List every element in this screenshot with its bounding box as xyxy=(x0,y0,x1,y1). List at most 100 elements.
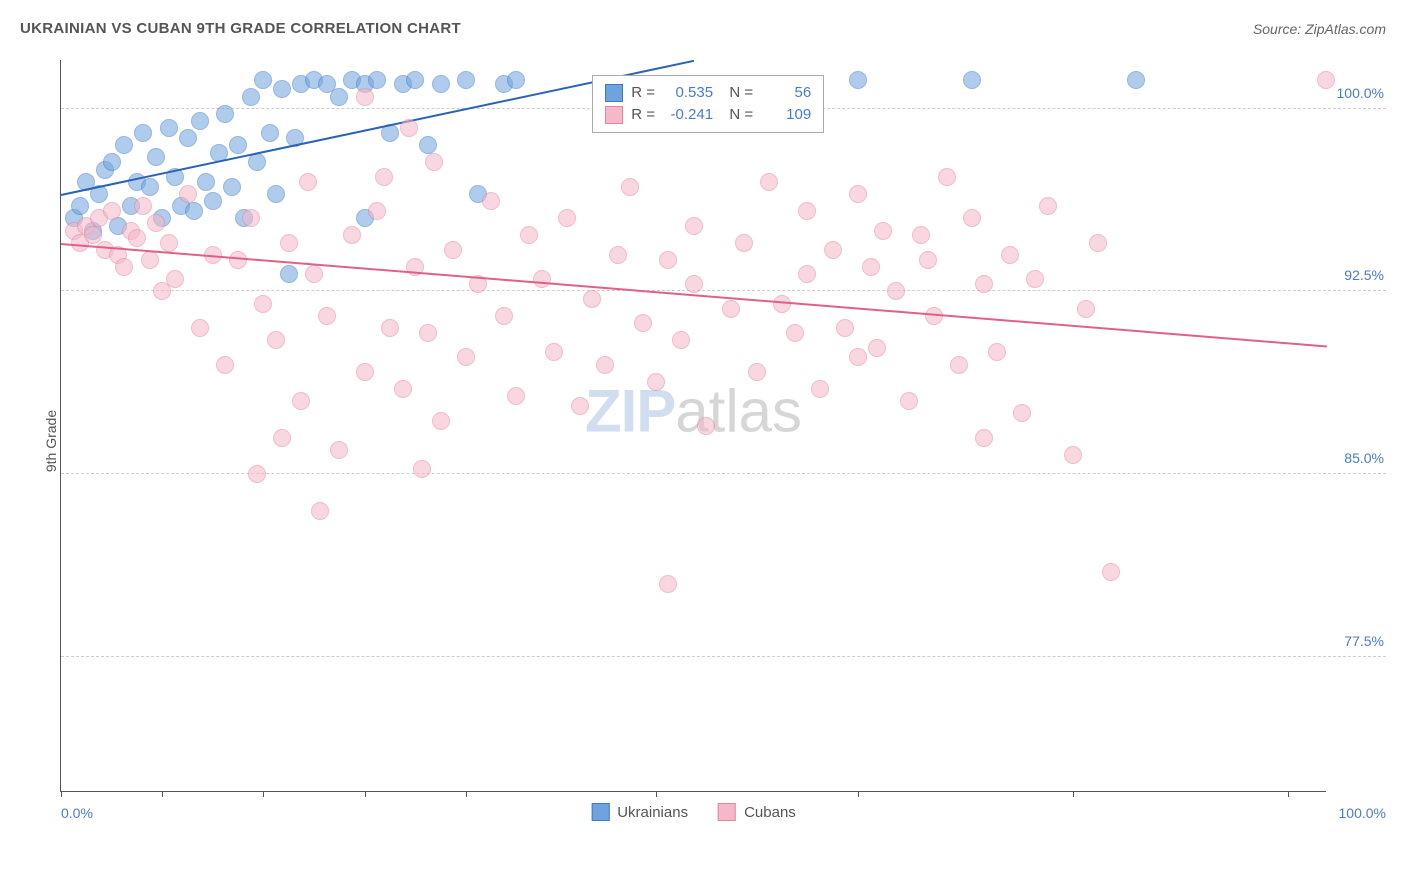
scatter-point xyxy=(988,343,1006,361)
plot-area: ZIPatlas 100.0%92.5%85.0%77.5%0.0%100.0%… xyxy=(60,60,1326,792)
y-tick-label: 85.0% xyxy=(1344,450,1384,466)
scatter-point xyxy=(824,241,842,259)
stats-legend-row: R =-0.241 N =109 xyxy=(605,104,811,126)
scatter-point xyxy=(748,363,766,381)
scatter-point xyxy=(343,226,361,244)
scatter-point xyxy=(583,290,601,308)
legend-swatch xyxy=(591,803,609,821)
scatter-point xyxy=(356,363,374,381)
scatter-point xyxy=(659,575,677,593)
scatter-point xyxy=(647,373,665,391)
scatter-point xyxy=(1089,234,1107,252)
legend-r-label: R = xyxy=(631,84,655,101)
scatter-point xyxy=(722,300,740,318)
scatter-point xyxy=(811,380,829,398)
scatter-point xyxy=(115,136,133,154)
y-tick-label: 77.5% xyxy=(1344,633,1384,649)
scatter-point xyxy=(273,80,291,98)
series-name: Ukrainians xyxy=(617,804,688,821)
scatter-point xyxy=(134,197,152,215)
scatter-point xyxy=(179,185,197,203)
x-tick xyxy=(61,791,62,797)
scatter-point xyxy=(507,71,525,89)
y-tick-label: 92.5% xyxy=(1344,267,1384,283)
scatter-point xyxy=(160,119,178,137)
scatter-point xyxy=(292,392,310,410)
scatter-point xyxy=(103,153,121,171)
scatter-point xyxy=(659,251,677,269)
scatter-point xyxy=(179,129,197,147)
x-tick xyxy=(1288,791,1289,797)
scatter-point xyxy=(457,71,475,89)
scatter-point xyxy=(394,380,412,398)
scatter-point xyxy=(912,226,930,244)
scatter-point xyxy=(444,241,462,259)
legend-n-value: 56 xyxy=(761,84,811,101)
chart-container: 9th Grade ZIPatlas 100.0%92.5%85.0%77.5%… xyxy=(50,50,1386,832)
scatter-point xyxy=(261,124,279,142)
scatter-point xyxy=(242,88,260,106)
watermark-atlas: atlas xyxy=(675,377,802,444)
x-tick xyxy=(656,791,657,797)
scatter-point xyxy=(1317,71,1335,89)
scatter-point xyxy=(216,105,234,123)
scatter-point xyxy=(356,88,374,106)
x-tick xyxy=(263,791,264,797)
scatter-point xyxy=(862,258,880,276)
scatter-point xyxy=(963,209,981,227)
legend-swatch xyxy=(605,84,623,102)
scatter-point xyxy=(672,331,690,349)
scatter-point xyxy=(191,112,209,130)
scatter-point xyxy=(381,319,399,337)
chart-title: UKRAINIAN VS CUBAN 9TH GRADE CORRELATION… xyxy=(20,20,461,37)
scatter-point xyxy=(248,153,266,171)
scatter-point xyxy=(280,265,298,283)
scatter-point xyxy=(248,465,266,483)
scatter-point xyxy=(147,148,165,166)
scatter-point xyxy=(419,136,437,154)
trend-line xyxy=(61,243,1327,347)
scatter-point xyxy=(1039,197,1057,215)
scatter-point xyxy=(280,234,298,252)
x-tick xyxy=(466,791,467,797)
legend-n-label: N = xyxy=(721,106,753,123)
scatter-point xyxy=(919,251,937,269)
scatter-point xyxy=(836,319,854,337)
scatter-point xyxy=(520,226,538,244)
scatter-point xyxy=(1102,563,1120,581)
scatter-point xyxy=(482,192,500,210)
scatter-point xyxy=(254,295,272,313)
scatter-point xyxy=(267,331,285,349)
scatter-point xyxy=(975,275,993,293)
scatter-point xyxy=(495,307,513,325)
scatter-point xyxy=(507,387,525,405)
chart-header: UKRAINIAN VS CUBAN 9TH GRADE CORRELATION… xyxy=(20,20,1386,37)
scatter-point xyxy=(166,270,184,288)
stats-legend-row: R =0.535 N =56 xyxy=(605,82,811,104)
gridline xyxy=(61,290,1386,291)
scatter-point xyxy=(318,307,336,325)
scatter-point xyxy=(400,119,418,137)
scatter-point xyxy=(571,397,589,415)
scatter-point xyxy=(457,348,475,366)
legend-r-label: R = xyxy=(631,106,655,123)
scatter-point xyxy=(141,251,159,269)
scatter-point xyxy=(311,502,329,520)
scatter-point xyxy=(950,356,968,374)
scatter-point xyxy=(128,229,146,247)
legend-r-value: 0.535 xyxy=(663,84,713,101)
scatter-point xyxy=(134,124,152,142)
x-axis-min-label: 0.0% xyxy=(61,805,93,821)
x-tick xyxy=(1073,791,1074,797)
scatter-point xyxy=(160,234,178,252)
scatter-point xyxy=(115,258,133,276)
scatter-point xyxy=(1127,71,1145,89)
x-tick xyxy=(162,791,163,797)
scatter-point xyxy=(558,209,576,227)
scatter-point xyxy=(413,460,431,478)
scatter-point xyxy=(786,324,804,342)
scatter-point xyxy=(375,168,393,186)
scatter-point xyxy=(242,209,260,227)
scatter-point xyxy=(900,392,918,410)
source-attribution: Source: ZipAtlas.com xyxy=(1253,21,1386,37)
